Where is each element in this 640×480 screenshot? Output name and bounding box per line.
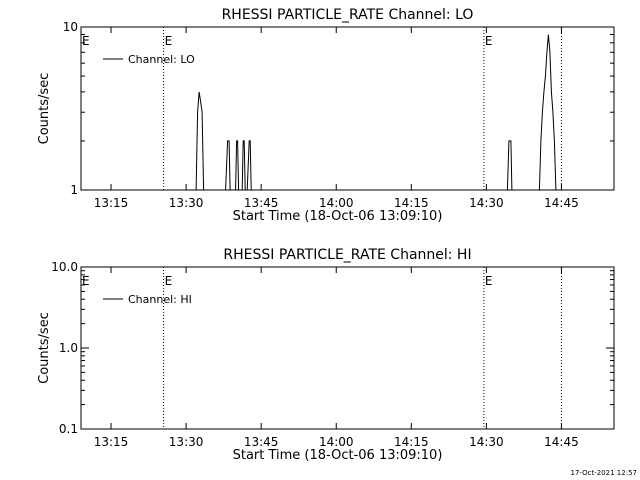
x-tick-label: 14:15 bbox=[394, 435, 429, 449]
x-tick-label: 13:15 bbox=[94, 196, 129, 210]
y-tick-label: 10 bbox=[63, 20, 78, 34]
event-marker-label: E bbox=[82, 274, 90, 288]
series-line-channel-lo bbox=[195, 34, 557, 191]
x-tick-label: 14:30 bbox=[469, 196, 504, 210]
x-axis-title: Start Time (18-Oct-06 13:09:10) bbox=[233, 448, 443, 463]
event-marker-label: E bbox=[82, 34, 90, 48]
plot-frame bbox=[80, 26, 615, 191]
event-marker-label: E bbox=[165, 34, 173, 48]
event-marker-label: E bbox=[485, 274, 493, 288]
event-marker-label: E bbox=[485, 34, 493, 48]
x-tick-label: 14:15 bbox=[394, 196, 429, 210]
y-tick-label: 10.0 bbox=[51, 260, 78, 274]
legend-label: Channel: HI bbox=[128, 293, 192, 306]
x-tick-label: 14:00 bbox=[319, 196, 354, 210]
x-tick-label: 13:45 bbox=[244, 196, 279, 210]
lo-channel-panel: RHESSI PARTICLE_RATE Channel: LO 13:15 13:… bbox=[37, 7, 615, 224]
x-tick-label: 14:00 bbox=[319, 435, 354, 449]
x-tick-label: 13:45 bbox=[244, 435, 279, 449]
x-tick-label: 14:45 bbox=[544, 196, 579, 210]
chart-title: RHESSI PARTICLE_RATE Channel: HI bbox=[223, 247, 471, 263]
legend-label: Channel: LO bbox=[128, 53, 195, 66]
y-axis-title: Counts/sec bbox=[37, 73, 52, 145]
x-tick-label: 13:30 bbox=[169, 435, 204, 449]
plot-frame bbox=[80, 266, 615, 430]
hi-channel-panel: RHESSI PARTICLE_RATE Channel: HI 13:15 13:… bbox=[37, 247, 615, 463]
y-tick-label: 0.1 bbox=[59, 422, 78, 436]
event-marker-label: E bbox=[165, 274, 173, 288]
x-tick-label: 13:30 bbox=[169, 196, 204, 210]
x-tick-label: 14:30 bbox=[469, 435, 504, 449]
x-axis-title: Start Time (18-Oct-06 13:09:10) bbox=[233, 209, 443, 224]
x-tick-label: 13:15 bbox=[94, 435, 129, 449]
y-axis-title: Counts/sec bbox=[37, 312, 52, 384]
chart-title: RHESSI PARTICLE_RATE Channel: LO bbox=[222, 7, 474, 23]
footer-timestamp: 17-Oct-2021 12:57 bbox=[571, 469, 637, 477]
x-tick-label: 14:45 bbox=[544, 435, 579, 449]
y-tick-label: 1 bbox=[70, 183, 78, 197]
y-tick-label: 1.0 bbox=[59, 341, 78, 355]
